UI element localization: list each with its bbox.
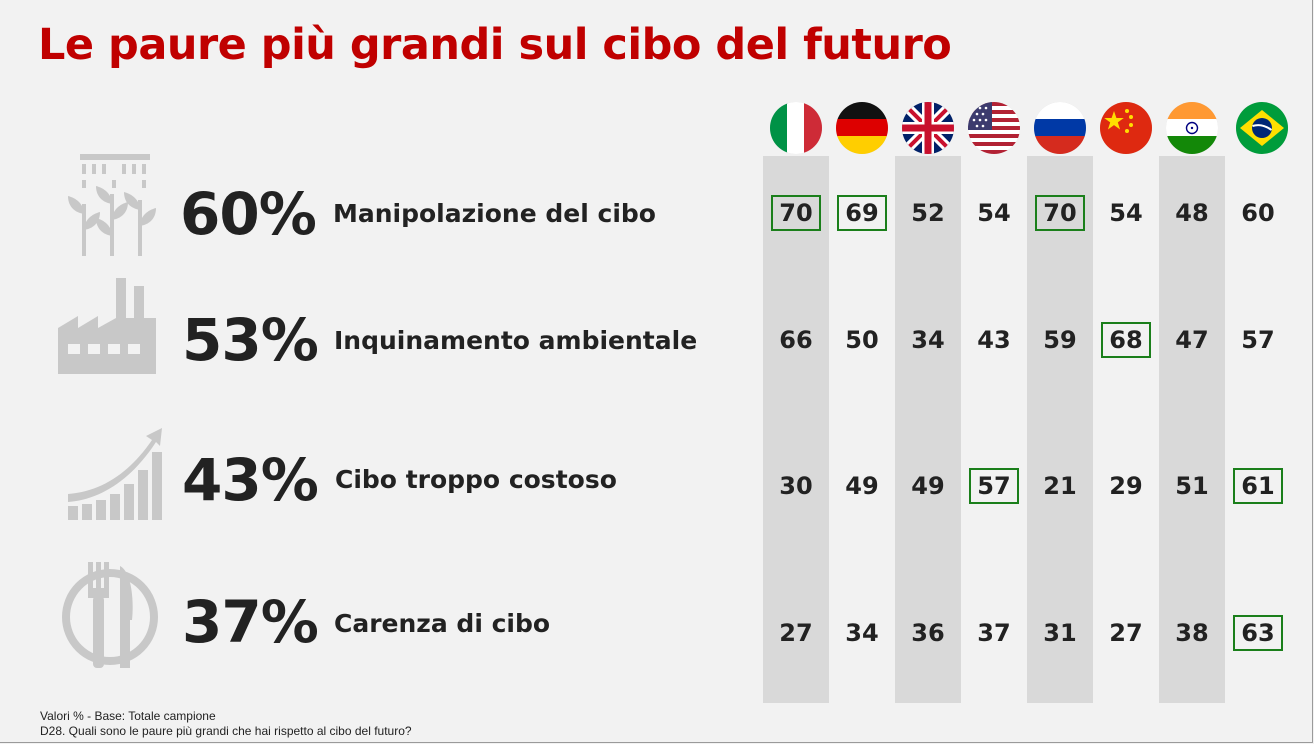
column-band-russia [1027,156,1093,703]
value-cell-r0-russia: 70 [1035,195,1085,231]
value-cell-r1-italy: 66 [779,326,813,354]
fear-label-carenza: Carenza di cibo [334,609,551,638]
value-cell-r0-usa: 54 [977,199,1011,227]
value-cell-r2-italy: 30 [779,472,813,500]
value-cell-r2-germany: 49 [845,472,879,500]
russia-flag-icon [1034,102,1086,154]
sprinkler-plants-icon [62,154,162,260]
rising-bars-arrow-icon [66,426,164,522]
value-cell-r0-germany: 69 [837,195,887,231]
value-cell-r1-uk: 34 [911,326,945,354]
value-cell-r3-russia: 31 [1043,619,1077,647]
value-cell-r1-russia: 59 [1043,326,1077,354]
germany-flag-icon [836,102,888,154]
value-cell-r0-brazil: 60 [1241,199,1275,227]
value-cell-r2-uk: 49 [911,472,945,500]
value-cell-r1-germany: 50 [845,326,879,354]
fear-label-costoso: Cibo troppo costoso [335,465,617,494]
value-cell-r1-usa: 43 [977,326,1011,354]
value-cell-r3-italy: 27 [779,619,813,647]
value-cell-r0-india: 48 [1175,199,1209,227]
value-cell-r3-germany: 34 [845,619,879,647]
value-cell-r2-russia: 21 [1043,472,1077,500]
value-cell-r0-china: 54 [1109,199,1143,227]
value-cell-r3-china: 27 [1109,619,1143,647]
plate-fork-knife-icon [60,562,160,672]
fear-label-manipolazione: Manipolazione del cibo [333,199,656,228]
total-percent-manipolazione: 60% [180,180,317,248]
value-cell-r1-brazil: 57 [1241,326,1275,354]
united-states-flag-icon [968,102,1020,154]
column-band-italy [763,156,829,703]
footnote-question: D28. Quali sono le paure più grandi che … [40,724,412,738]
total-percent-costoso: 43% [182,446,319,514]
value-cell-r3-uk: 36 [911,619,945,647]
total-percent-carenza: 37% [182,588,319,656]
factory-icon [58,278,160,376]
china-flag-icon [1100,102,1152,154]
india-flag-icon [1166,102,1218,154]
value-cell-r2-brazil: 61 [1233,468,1283,504]
total-percent-inquinamento: 53% [182,306,319,374]
value-cell-r1-india: 47 [1175,326,1209,354]
value-cell-r2-china: 29 [1109,472,1143,500]
value-cell-r3-usa: 37 [977,619,1011,647]
value-cell-r3-india: 38 [1175,619,1209,647]
value-cell-r1-china: 68 [1101,322,1151,358]
value-cell-r0-uk: 52 [911,199,945,227]
value-cell-r0-italy: 70 [771,195,821,231]
value-cell-r3-brazil: 63 [1233,615,1283,651]
value-cell-r2-india: 51 [1175,472,1209,500]
column-band-india [1159,156,1225,703]
value-cell-r2-usa: 57 [969,468,1019,504]
page-title: Le paure più grandi sul cibo del futuro [38,20,952,70]
fear-label-inquinamento: Inquinamento ambientale [334,326,698,355]
brazil-flag-icon [1236,102,1288,154]
italy-flag-icon [770,102,822,154]
united-kingdom-flag-icon [902,102,954,154]
column-band-uk [895,156,961,703]
footnote-base: Valori % - Base: Totale campione [40,709,216,723]
